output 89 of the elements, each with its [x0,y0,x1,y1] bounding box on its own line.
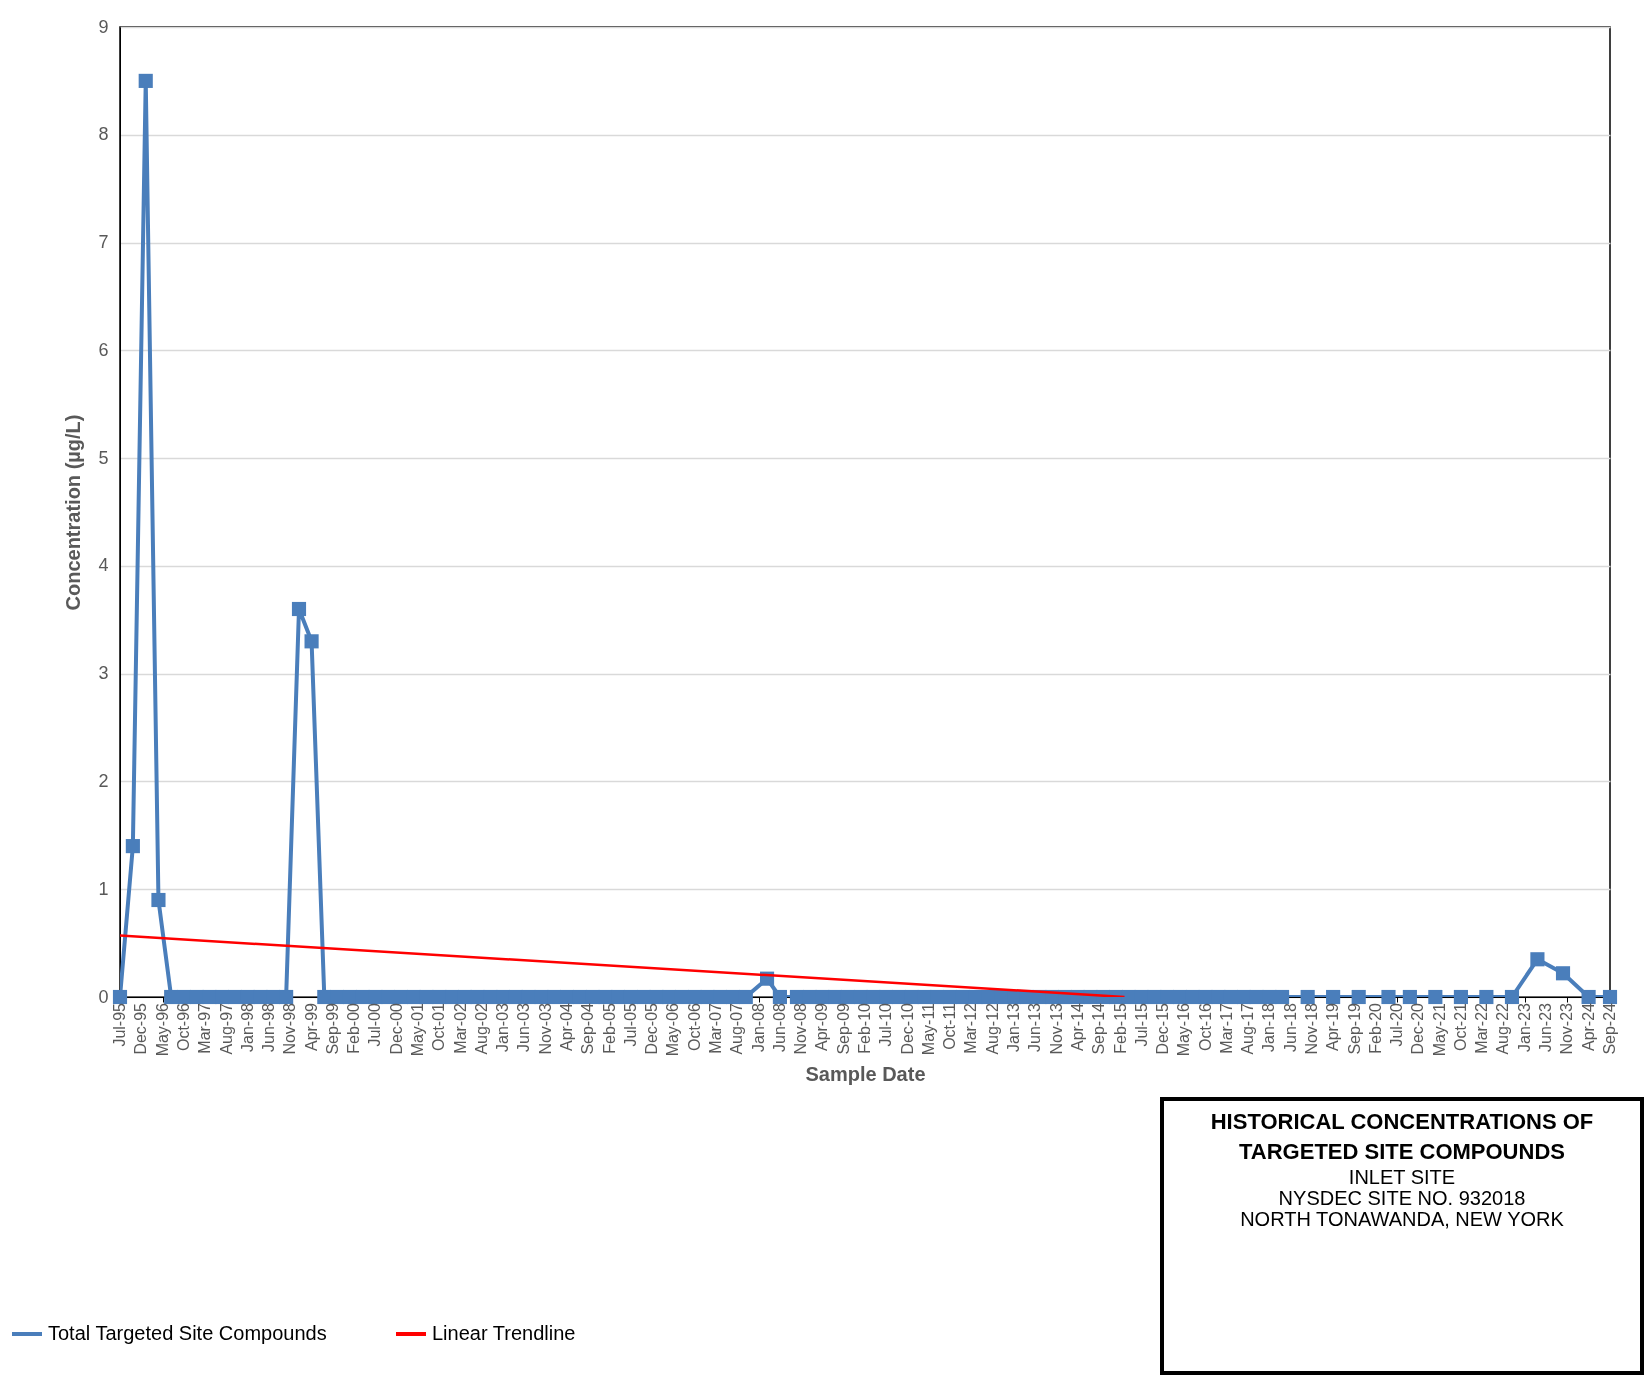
text: NORTH TONAWANDA, NEW YORK [1239,1208,1565,1230]
x-tick-label: Jan-03 [494,1002,512,1052]
x-tick-label: Jul-15 [1132,1002,1150,1047]
x-tick-label: Sep-04 [579,1002,597,1055]
y-tick-label: 2 [98,770,109,791]
x-tick-label: May-06 [664,1002,682,1057]
x-tick-label: Jul-20 [1388,1002,1406,1047]
x-tick-label: Aug-12 [983,1002,1001,1055]
x-tick-label: Dec-00 [387,1002,405,1055]
x-tick-label: Sep-24 [1601,1002,1618,1055]
x-axis-title: Sample Date [805,1063,926,1085]
x-tick-label: Apr-24 [1579,1002,1597,1052]
x-tick-label: May-21 [1430,1002,1448,1057]
x-tick-label: Feb-20 [1366,1002,1384,1054]
y-tick-label: 0 [98,986,109,1007]
x-tick-label: Jun-03 [515,1002,533,1052]
x-tick-label: Jan-13 [1005,1002,1023,1052]
x-tick-label: Sep-99 [323,1002,341,1055]
x-tick-label: Jun-08 [770,1002,788,1052]
x-tick-label: Aug-22 [1494,1002,1512,1055]
text: HISTORICAL CONCENTRATIONS OF TARGETED SITE COMPOUNDS [1209,1108,1595,1166]
x-tick-label: Jun-98 [260,1002,278,1052]
x-tick-label: Mar-12 [962,1002,980,1054]
y-tick-label: 8 [98,124,109,145]
x-tick-label: Mar-07 [706,1002,724,1054]
y-tick-label: 5 [98,447,109,468]
x-tick-label: Oct-16 [1196,1002,1214,1052]
x-tick-label: Mar-17 [1217,1002,1235,1054]
x-tick-label: Oct-06 [685,1002,703,1052]
x-tick-label: Apr-99 [302,1002,320,1052]
x-tick-label: Apr-19 [1324,1002,1342,1052]
y-axis-title: Concentration (µg/L) [62,414,85,611]
y-tick-label: 6 [98,339,109,360]
x-tick-label: Nov-03 [536,1002,554,1055]
x-tick-label: Jun-13 [1026,1002,1044,1052]
x-tick-label: Aug-02 [472,1002,490,1055]
y-tick-label: 9 [98,16,109,37]
x-tick-label: Nov-13 [1047,1002,1065,1055]
x-tick-label: Apr-09 [813,1002,831,1052]
legend-label: Total Targeted Site Compounds [48,1322,327,1344]
x-tick-label: Jul-95 [111,1002,128,1047]
x-tick-label: Jan-23 [1515,1002,1533,1052]
x-tick-label: Feb-15 [1111,1002,1129,1054]
x-tick-label: Nov-18 [1303,1002,1320,1055]
x-tick-label: May-16 [1175,1002,1193,1057]
x-tick-label: Jul-05 [621,1002,639,1047]
x-tick-label: Dec-10 [898,1002,916,1055]
x-tick-label: Oct-01 [430,1002,448,1052]
x-tick-label: May-96 [153,1002,171,1057]
x-tick-label: Dec-05 [643,1002,661,1055]
x-tick-label: Oct-11 [941,1002,959,1050]
text: NYSDEC SITE NO. 932018 [1277,1187,1527,1209]
x-tick-label: Jan-18 [1260,1002,1278,1052]
x-tick-label: Oct-21 [1451,1002,1469,1052]
x-tick-label: Nov-08 [792,1002,810,1055]
y-tick-label: 1 [98,878,109,899]
x-tick-label: Nov-23 [1558,1002,1576,1055]
x-tick-label: Sep-19 [1345,1002,1363,1055]
x-tick-label: Jan-98 [238,1002,256,1052]
x-tick-label: Jul-10 [877,1002,895,1047]
y-tick-label: 4 [98,555,109,576]
x-tick-label: Dec-20 [1409,1002,1427,1055]
x-tick-label: Mar-22 [1473,1002,1491,1054]
x-tick-label: Apr-14 [1068,1002,1086,1052]
x-tick-label: Feb-05 [600,1002,618,1054]
text: INLET SITE [1347,1166,1457,1188]
x-tick-label: Sep-09 [834,1002,852,1055]
x-tick-label: Mar-02 [451,1002,469,1054]
legend-label: Linear Trendline [432,1322,576,1344]
x-tick-label: Jun-18 [1281,1002,1299,1052]
x-tick-label: Aug-97 [217,1002,235,1055]
y-tick-label: 7 [98,232,109,253]
x-tick-label: Feb-00 [345,1002,363,1054]
x-tick-label: Apr-04 [558,1002,576,1052]
x-tick-label: Nov-98 [281,1002,299,1055]
x-tick-label: Aug-17 [1239,1002,1257,1055]
x-tick-label: Mar-97 [196,1002,214,1054]
x-tick-label: Aug-07 [728,1002,746,1055]
y-tick-label: 3 [98,663,109,684]
x-tick-label: Oct-96 [175,1002,193,1052]
x-tick-label: May-01 [409,1002,426,1057]
x-tick-label: May-11 [919,1002,937,1056]
x-tick-label: Jan-08 [749,1002,767,1052]
x-tick-label: Dec-95 [132,1002,150,1055]
x-tick-label: Sep-14 [1090,1002,1108,1055]
x-tick-label: Dec-15 [1153,1002,1171,1055]
x-tick-label: Jun-23 [1536,1002,1554,1052]
x-tick-label: Jul-00 [366,1002,384,1047]
x-tick-label: Feb-10 [856,1002,874,1054]
